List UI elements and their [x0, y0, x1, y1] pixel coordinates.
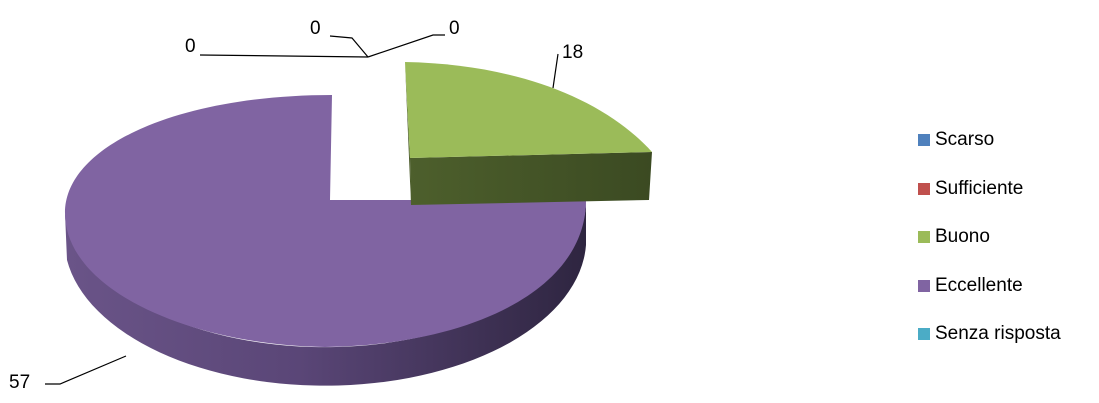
data-label-buono: 18: [562, 42, 583, 63]
legend-label-eccellente: Eccellente: [935, 274, 1023, 296]
pie-slice-buono-side: [410, 152, 652, 205]
legend-item-scarso: Scarso: [918, 129, 1061, 178]
pie-slice-buono: [405, 62, 652, 158]
pie-slice-eccellente-side: [65, 200, 587, 386]
leader-line-senza-risposta: [367, 34, 445, 58]
leader-line-buono: [552, 53, 559, 89]
legend-swatch-buono: [918, 231, 930, 243]
leader-line-eccellente: [45, 355, 127, 385]
data-label-senza-risposta: 0: [449, 18, 460, 39]
legend-label-sufficiente: Sufficiente: [935, 177, 1024, 199]
legend-label-scarso: Scarso: [935, 129, 995, 150]
data-label-scarso: 0: [185, 36, 196, 57]
legend-swatch-senza-risposta: [918, 328, 930, 340]
legend-label-buono: Buono: [935, 226, 990, 247]
data-label-sufficiente: 0: [310, 18, 321, 39]
legend-item-sufficiente: Sufficiente: [918, 178, 1061, 227]
legend-swatch-eccellente: [918, 279, 930, 292]
data-label-eccellente: 57: [9, 372, 30, 393]
legend-swatch-scarso: [918, 134, 930, 146]
pie-slice-eccellente: [65, 95, 586, 347]
legend-swatch-sufficiente: [918, 182, 930, 195]
legend-label-senza-risposta: Senza risposta: [935, 323, 1061, 344]
legend-item-buono: Buono: [918, 226, 1061, 275]
chart-legend: Scarso Sufficiente Buono Eccellente Senz…: [918, 129, 1061, 372]
pie-slice-buono-edge: [405, 62, 411, 205]
leader-line-sufficiente: [329, 35, 369, 58]
legend-item-eccellente: Eccellente: [918, 275, 1061, 324]
leader-line-scarso: [199, 54, 369, 58]
legend-item-senza-risposta: Senza risposta: [918, 323, 1061, 372]
